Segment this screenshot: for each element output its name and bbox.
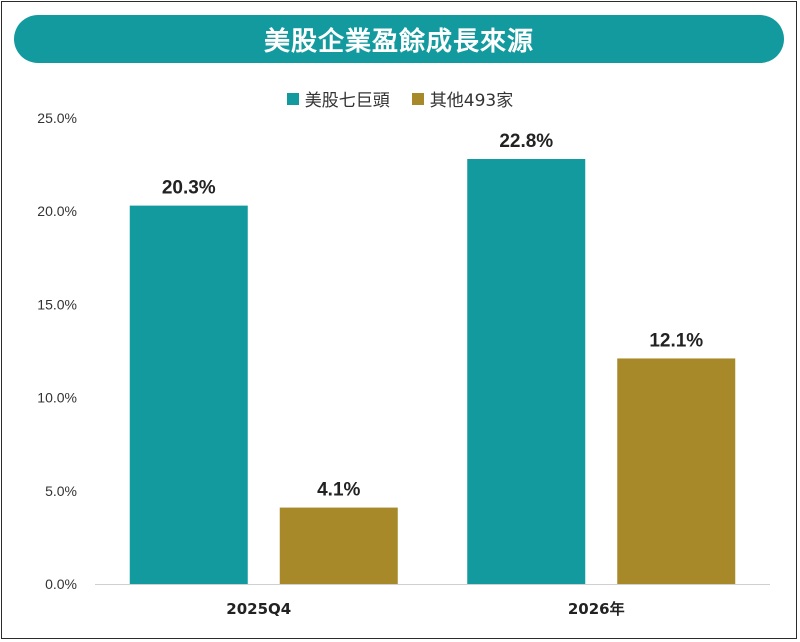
title-bar: 美股企業盈餘成長來源 (14, 15, 784, 63)
bar (467, 159, 586, 584)
y-tick-label: 5.0% (45, 483, 77, 499)
data-label: 12.1% (649, 330, 703, 351)
x-tick-label: 2026年 (568, 600, 625, 618)
data-label: 22.8% (499, 131, 553, 152)
y-tick-label: 25.0% (37, 110, 77, 126)
bar (129, 205, 248, 584)
y-tick-label: 0.0% (45, 576, 77, 592)
legend: 美股七巨頭 其他493家 (0, 86, 800, 111)
y-tick-label: 15.0% (37, 296, 77, 312)
bar (617, 358, 736, 584)
legend-label-series-1: 美股七巨頭 (304, 91, 390, 111)
legend-label-series-2: 其他493家 (429, 91, 514, 111)
legend-item-series-2: 其他493家 (411, 86, 514, 111)
chart-title: 美股企業盈餘成長來源 (263, 26, 534, 57)
y-tick-label: 20.0% (37, 203, 77, 219)
bar (279, 507, 398, 584)
legend-item-series-1: 美股七巨頭 (286, 86, 390, 111)
data-label: 4.1% (317, 480, 360, 501)
data-label: 20.3% (162, 178, 216, 199)
legend-swatch-series-2 (411, 92, 424, 105)
x-tick-label: 2025Q4 (226, 600, 291, 618)
y-tick-label: 10.0% (37, 390, 77, 406)
legend-swatch-series-1 (286, 92, 299, 105)
